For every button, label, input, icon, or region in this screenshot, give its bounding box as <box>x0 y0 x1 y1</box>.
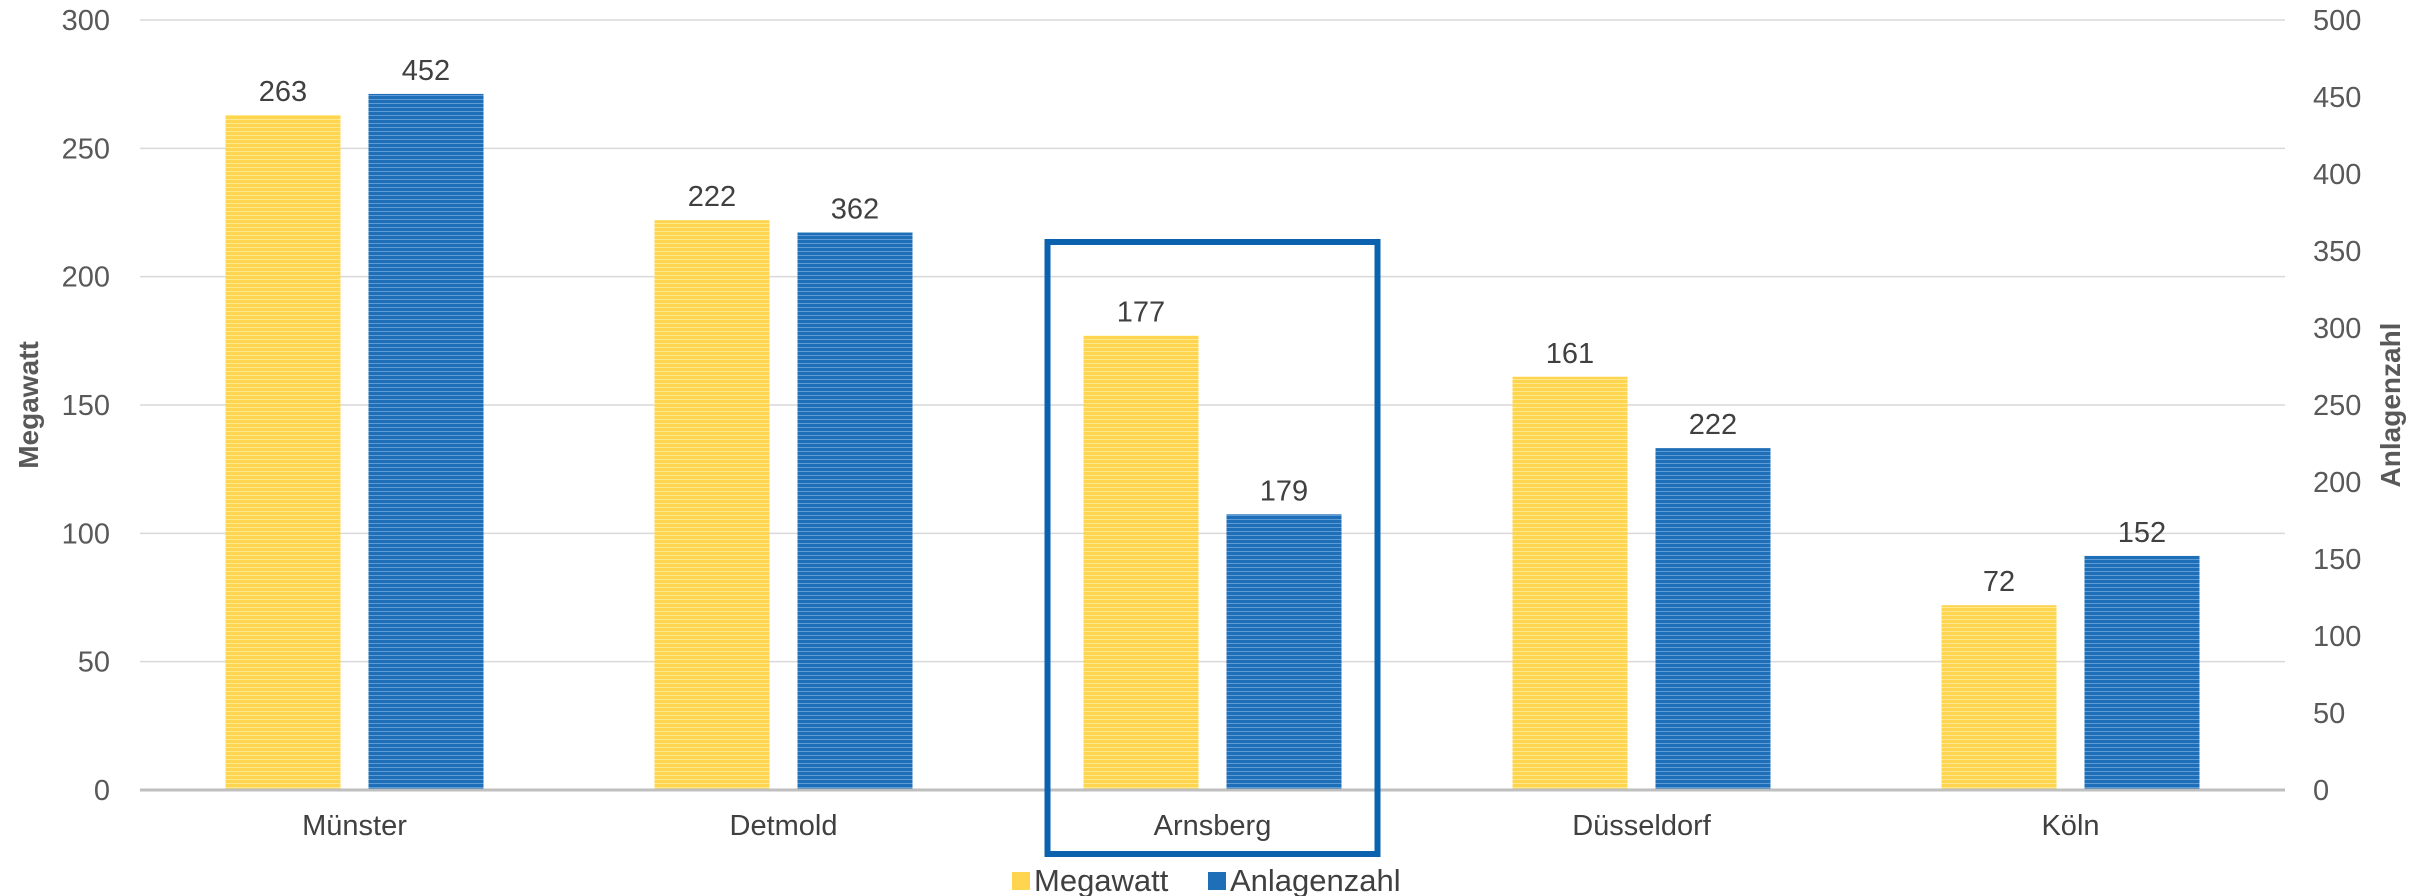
data-label-anlagenzahl: 452 <box>402 55 450 87</box>
left-tick-label: 50 <box>78 647 110 679</box>
bar-megawatt <box>654 220 770 790</box>
bar-anlagenzahl <box>1226 514 1342 790</box>
category-labels: Münster Detmold Arnsberg Düsseldorf Köln <box>302 810 2099 842</box>
right-tick-label: 300 <box>2313 313 2361 345</box>
data-label-anlagenzahl: 362 <box>831 194 879 226</box>
left-axis-ticks: 0 50 100 150 200 250 300 <box>62 5 110 807</box>
left-tick-label: 100 <box>62 518 110 550</box>
right-tick-label: 400 <box>2313 159 2361 191</box>
right-tick-label: 150 <box>2313 544 2361 576</box>
data-label-megawatt: 177 <box>1117 297 1165 329</box>
left-tick-label: 250 <box>62 133 110 165</box>
left-tick-label: 0 <box>94 775 110 807</box>
category-label: Düsseldorf <box>1572 810 1712 842</box>
legend: Megawatt Anlagenzahl <box>1012 863 1401 896</box>
y2-axis-title: Anlagenzahl <box>2375 323 2406 488</box>
legend-label-anlagenzahl: Anlagenzahl <box>1230 863 1401 896</box>
bar-megawatt <box>1083 335 1199 790</box>
right-tick-label: 200 <box>2313 467 2361 499</box>
right-tick-label: 100 <box>2313 621 2361 653</box>
right-tick-label: 0 <box>2313 775 2329 807</box>
gridlines <box>140 19 2285 663</box>
y-axis-title: Megawatt <box>13 341 44 469</box>
right-axis-ticks: 0 50 100 150 200 250 300 350 400 450 500 <box>2313 5 2361 807</box>
left-tick-label: 150 <box>62 390 110 422</box>
data-label-megawatt: 222 <box>688 181 736 213</box>
bar-anlagenzahl <box>1655 448 1771 790</box>
data-label-megawatt: 161 <box>1546 338 1594 370</box>
legend-swatch-anlagenzahl <box>1208 872 1226 890</box>
bar-megawatt <box>1941 605 2057 790</box>
category-label: Arnsberg <box>1154 810 1272 842</box>
bar-megawatt <box>225 114 341 790</box>
legend-label-megawatt: Megawatt <box>1034 863 1169 896</box>
category-label: Detmold <box>730 810 838 842</box>
data-label-megawatt: 263 <box>259 76 307 108</box>
data-label-anlagenzahl: 179 <box>1260 475 1308 507</box>
data-label-anlagenzahl: 222 <box>1689 409 1737 441</box>
bars <box>225 93 2200 791</box>
legend-swatch-megawatt <box>1012 872 1030 890</box>
left-tick-label: 300 <box>62 5 110 37</box>
bar-anlagenzahl <box>2084 555 2200 790</box>
left-tick-label: 200 <box>62 262 110 294</box>
right-tick-label: 350 <box>2313 236 2361 268</box>
highlight-box <box>1044 239 1381 857</box>
right-tick-label: 250 <box>2313 390 2361 422</box>
right-tick-label: 500 <box>2313 5 2361 37</box>
bar-megawatt <box>1512 376 1628 790</box>
data-label-megawatt: 72 <box>1983 566 2015 598</box>
right-tick-label: 50 <box>2313 698 2345 730</box>
category-label: Köln <box>2041 810 2099 842</box>
category-label: Münster <box>302 810 407 842</box>
data-label-anlagenzahl: 152 <box>2118 517 2166 549</box>
data-labels: 263 452 222 362 177 179 161 222 72 152 <box>259 55 2166 598</box>
right-tick-label: 450 <box>2313 82 2361 114</box>
bar-anlagenzahl <box>797 232 913 790</box>
bar-anlagenzahl <box>368 93 484 791</box>
